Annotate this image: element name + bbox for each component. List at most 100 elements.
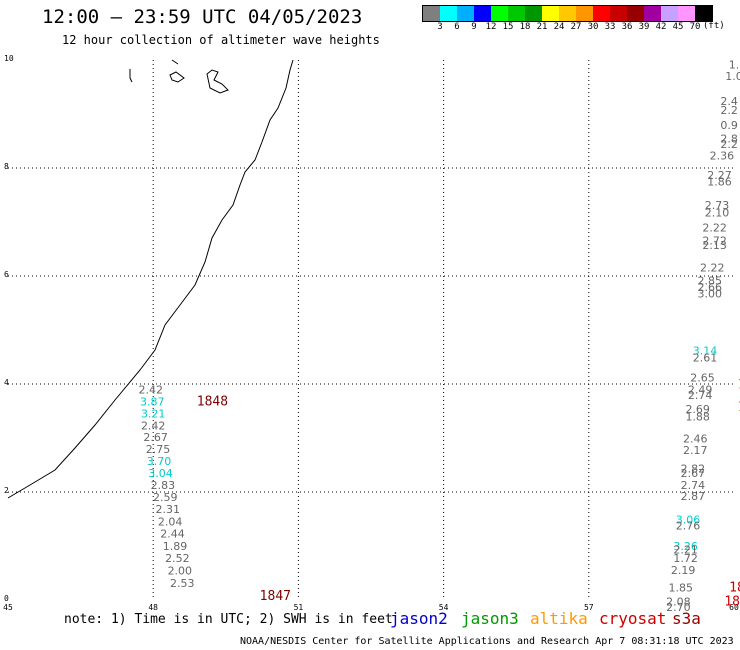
wave-height-label: 2.00 — [168, 565, 193, 578]
y-tick-label: 4 — [4, 378, 9, 387]
wave-height-label: 2.22 — [702, 222, 727, 235]
wave-height-label: 2.27 — [707, 169, 732, 182]
wave-height-label: 2.10 — [705, 207, 730, 220]
legend-item-altika: altika — [530, 609, 588, 628]
wave-height-label: 2.67 — [143, 431, 168, 444]
wave-height-label: 2.49 — [688, 384, 713, 397]
wave-height-label: 0.9 — [720, 119, 738, 132]
grid-lines — [8, 60, 734, 600]
wave-height-label: 2.83 — [151, 479, 176, 492]
color-swatch — [661, 6, 678, 21]
wave-height-label: 3.06 — [676, 513, 701, 526]
wave-height-label: 2.46 — [683, 432, 708, 445]
color-scale-label: 42 — [655, 22, 667, 32]
color-swatch — [627, 6, 644, 21]
wave-height-label: 2.65 — [690, 371, 715, 384]
wave-height-label: 3.26 — [673, 540, 698, 553]
wave-height-label: 3.00 — [698, 288, 723, 301]
wave-height-label: 2.8 — [720, 133, 738, 146]
color-scale-label: 3 — [437, 22, 443, 32]
color-scale-label: 39 — [638, 22, 650, 32]
color-scale-label: 15 — [502, 22, 514, 32]
color-swatch — [576, 6, 593, 21]
wave-height-label: 2.19 — [671, 564, 696, 577]
page-subtitle: 12 hour collection of altimeter wave hei… — [62, 33, 380, 47]
wave-height-label: 1. — [729, 59, 740, 72]
wave-height-label: 1.85 — [669, 581, 694, 594]
y-tick-label: 2 — [4, 486, 9, 495]
color-swatch — [593, 6, 610, 21]
wave-height-label: 3.70 — [147, 455, 172, 468]
color-scale-label: 36 — [621, 22, 633, 32]
color-swatch — [525, 6, 542, 21]
color-swatch — [474, 6, 491, 21]
legend-item-s3a: s3a — [672, 609, 701, 628]
color-scale-label: 45 — [672, 22, 684, 32]
pass-time-label: 1848 — [197, 395, 228, 410]
x-tick-label: 57 — [583, 603, 594, 612]
wave-height-label: 1.72 — [673, 552, 698, 565]
wave-height-label: 2.59 — [153, 491, 178, 504]
wave-height-label: 3.04 — [148, 467, 173, 480]
wave-height-label: 1.88 — [685, 411, 710, 424]
color-scale-label: 21 — [536, 22, 548, 32]
x-tick-label: 45 — [3, 603, 13, 612]
pass-time-label: 1 — [738, 400, 740, 415]
island-cluster — [129, 59, 229, 94]
legend-item-jason3: jason3 — [461, 609, 519, 628]
wave-height-label: 2.67 — [681, 467, 706, 480]
color-scale-label: 30 — [587, 22, 599, 32]
x-tick-label: 51 — [293, 603, 304, 612]
y-tick-label: 8 — [4, 162, 9, 171]
color-scale-label: 33 — [604, 22, 616, 32]
wave-height-label: 2.74 — [681, 479, 706, 492]
wave-height-label: 2.75 — [146, 443, 171, 456]
color-swatch — [440, 6, 457, 21]
wave-height-label: 2.22 — [700, 262, 725, 275]
pass-time-label: 184 — [729, 580, 740, 595]
wave-height-label: 2.13 — [702, 239, 727, 252]
wave-height-label: 2.08 — [666, 595, 691, 608]
x-tick-label: 54 — [438, 603, 449, 612]
color-swatch — [457, 6, 474, 21]
wave-height-label: 2.2 — [720, 138, 738, 151]
credit-footer: NOAA/NESDIS Center for Satellite Applica… — [240, 636, 734, 647]
wave-height-label: 2.74 — [688, 389, 713, 402]
color-swatch — [542, 6, 559, 21]
wave-height-label: 2.52 — [165, 552, 190, 565]
wave-height-label: 2.36 — [710, 149, 735, 162]
color-scale-label: 6 — [454, 22, 460, 32]
wave-height-label: 1.0 — [725, 70, 740, 83]
y-tick-label: 6 — [4, 270, 9, 279]
pass-time-label: 1 — [738, 377, 740, 392]
wave-height-label: 2.2 — [720, 104, 738, 117]
wave-height-label: 2.31 — [155, 503, 180, 516]
wave-height-label: 2.73 — [705, 199, 730, 212]
color-swatch — [644, 6, 661, 21]
wave-height-label: 2.66 — [698, 281, 723, 294]
wave-height-label: 2.76 — [676, 519, 701, 532]
wave-height-label: 3.14 — [693, 344, 718, 357]
color-scale-label: 18 — [519, 22, 531, 32]
wave-height-label: 2.69 — [685, 403, 710, 416]
wave-height-label: 2.42 — [139, 384, 164, 397]
color-swatch — [695, 6, 712, 21]
color-swatch — [678, 6, 695, 21]
wave-height-label: 2.53 — [170, 577, 195, 590]
wave-height-label: 2.04 — [158, 515, 183, 528]
legend-item-cryosat: cryosat — [599, 609, 667, 628]
color-swatch — [559, 6, 576, 21]
color-scale-bar — [422, 5, 713, 22]
pass-time-labels: 1848 1847 1 1 184184 — [197, 377, 740, 609]
page-title: 12:00 – 23:59 UTC 04/05/2023 — [42, 6, 363, 28]
wave-height-label: 2.70 — [666, 601, 691, 614]
wave-height-label: 2.44 — [160, 527, 185, 540]
y-tick-label: 0 — [4, 594, 9, 603]
color-scale-label: 9 — [471, 22, 477, 32]
pass-time-label: 184 — [724, 594, 740, 609]
wave-height-label: 2.21 — [673, 544, 698, 557]
y-tick-label: 10 — [4, 54, 14, 63]
coastline — [7, 59, 294, 499]
color-swatch — [491, 6, 508, 21]
